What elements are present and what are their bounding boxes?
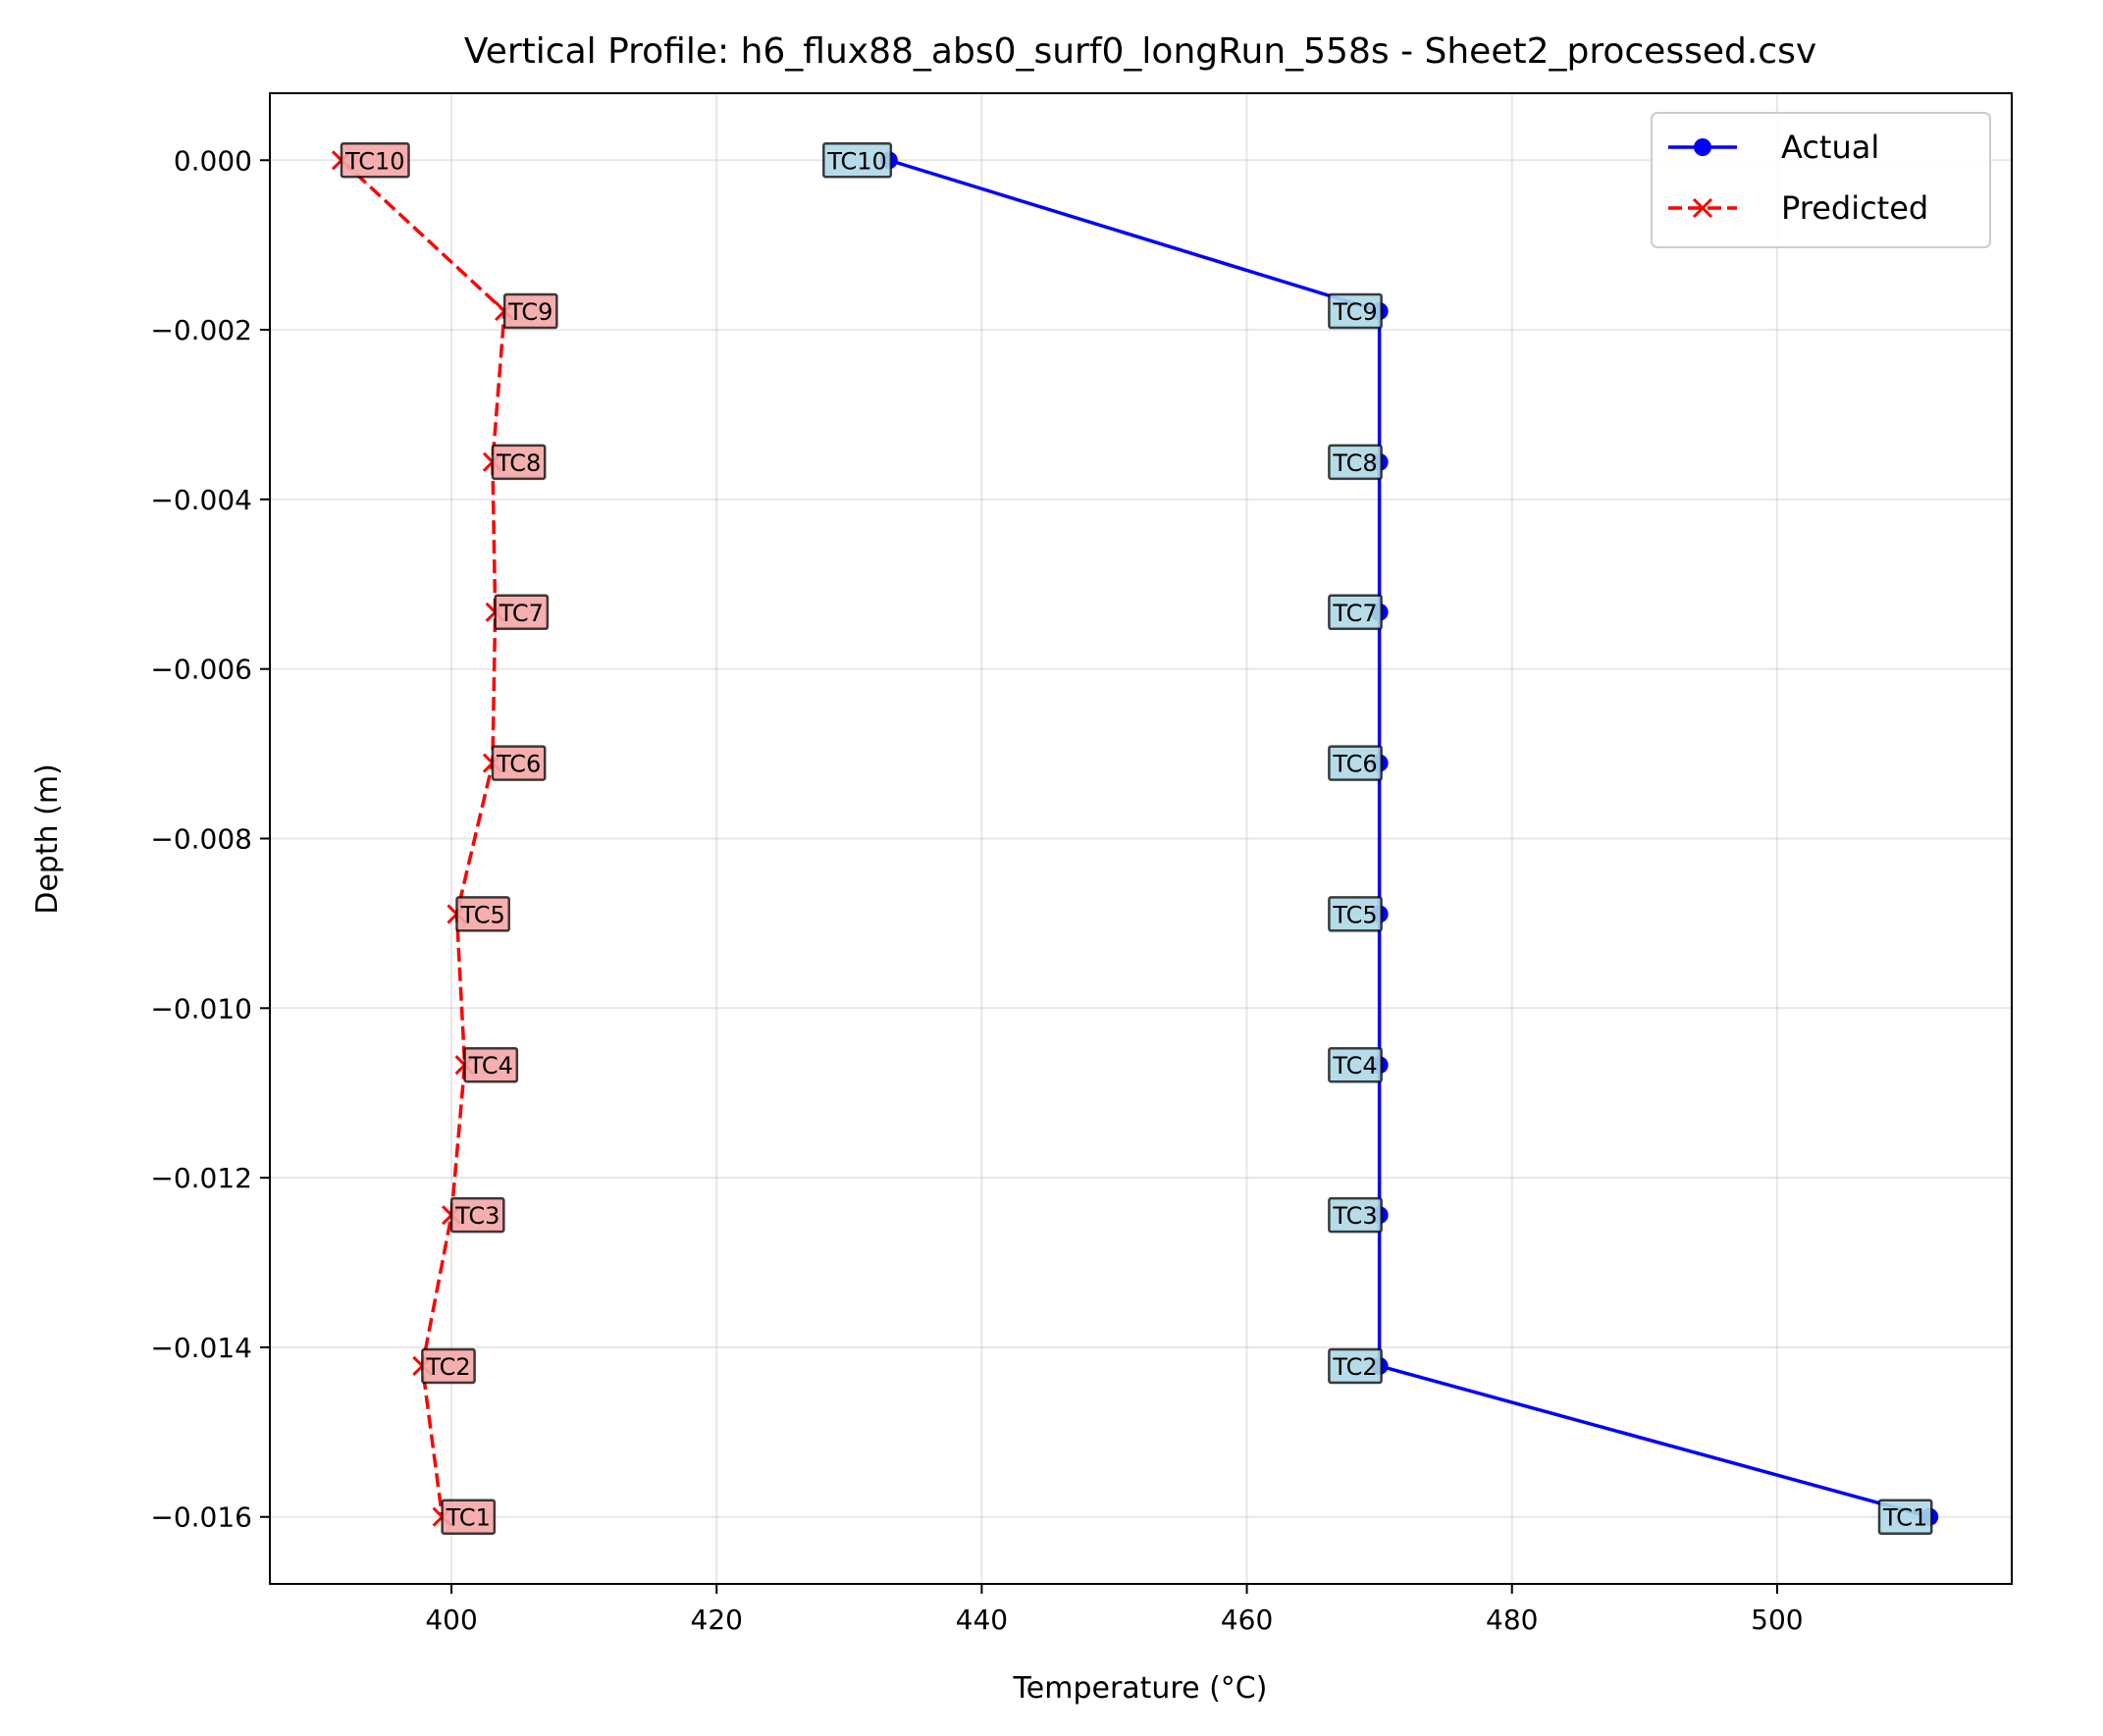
point-label-box [491,444,547,481]
point-label-text: TC1 [1882,1504,1927,1532]
series-actual-point-label: TC3 [1328,1196,1383,1234]
point-label-box [1328,1347,1383,1385]
point-label-text: TC8 [496,449,541,477]
point-label-box [340,142,410,179]
point-label-box [421,1347,476,1385]
y-tick-label: −0.010 [150,992,252,1025]
point-label-text: TC9 [1332,298,1377,326]
series-actual-point-label: TC8 [1328,444,1383,481]
y-tick-label: −0.002 [150,314,252,346]
point-label-box [502,292,558,330]
point-label-box [455,896,510,932]
point-label-text: TC10 [826,147,887,175]
point-label-box [449,1196,505,1234]
point-label-box [491,745,547,781]
y-tick-label: −0.004 [150,484,252,516]
point-label-text: TC2 [425,1353,470,1381]
series-predicted-point-label: TC2 [421,1347,476,1385]
point-label-text: TC1 [446,1504,491,1532]
y-tick-label: −0.006 [150,654,252,686]
y-tick-label: −0.016 [150,1501,252,1534]
series-actual-point-label: TC5 [1328,896,1383,932]
point-label-text: TC6 [1332,751,1377,778]
point-label-text: TC3 [454,1202,499,1230]
series-actual-point-label: TC2 [1328,1347,1383,1385]
series-predicted-point-label: TC9 [502,292,558,330]
series-predicted-point-label: TC10 [340,142,410,179]
series-predicted-point-label: TC1 [441,1499,497,1535]
y-axis-ticks: 0.000 −0.002 −0.004 −0.006 −0.008 −0.010 −0.01… [150,144,270,1534]
point-label-box [441,1499,497,1535]
point-label-box [1877,1499,1933,1535]
series-predicted-point-label: TC8 [491,444,547,481]
x-axis-label: Temperature (°C) [1013,1671,1268,1706]
legend-predicted-marker [1692,197,1713,219]
legend-actual-label: Actual [1781,129,1879,166]
point-label-box [494,594,550,631]
x-tick-label: 460 [1221,1604,1273,1636]
point-labels-layer: TC10 TC9 TC8 TC7 TC6 TC5 TC4 TC3 TC2 TC1 TC10 TC9 TC… [340,142,1933,1535]
series-actual-point-label: TC10 [822,142,893,179]
series-actual-point-label: TC9 [1328,292,1383,330]
x-tick-label: 480 [1486,1604,1538,1636]
series-actual-point-label: TC1 [1877,1499,1933,1535]
point-label-text: TC7 [499,600,544,627]
point-label-box [1328,1046,1383,1083]
point-label-text: TC7 [1332,600,1377,627]
series-predicted-point-label: TC3 [449,1196,505,1234]
series-predicted-point-label: TC4 [463,1046,519,1083]
point-label-text: TC9 [507,298,552,326]
point-label-text: TC3 [1332,1202,1377,1230]
plot-area [270,93,2012,1584]
point-label-box [463,1046,519,1083]
y-tick-label: 0.000 [174,144,252,177]
point-label-text: TC8 [1332,449,1377,477]
legend: Actual Predicted [1651,112,1991,248]
legend-predicted-label: Predicted [1781,189,1928,227]
point-label-text: TC4 [1332,1052,1377,1079]
y-tick-label: −0.012 [150,1162,252,1194]
point-label-box [1328,896,1383,932]
series-predicted-point-label: TC6 [491,745,547,781]
point-label-box [822,142,893,179]
point-label-text: TC5 [459,901,504,928]
point-label-text: TC10 [344,147,405,175]
series-predicted-point-label: TC7 [494,594,550,631]
point-label-text: TC5 [1332,901,1377,928]
point-label-text: TC6 [496,751,541,778]
point-label-box [1328,444,1383,481]
series-predicted-line [340,158,506,1517]
x-tick-label: 500 [1751,1604,1803,1636]
point-label-box [1328,594,1383,631]
y-tick-label: −0.008 [150,823,252,856]
point-label-box [1328,1196,1383,1234]
series-actual-point-label: TC4 [1328,1046,1383,1083]
legend-actual-marker [1694,138,1711,156]
x-axis-ticks: 400 420 440 460 480 500 [425,1584,1804,1636]
point-label-text: TC4 [468,1052,513,1079]
x-tick-label: 440 [956,1604,1008,1636]
y-tick-label: −0.014 [150,1332,252,1364]
series-predicted-point-label: TC5 [455,896,510,932]
series-layer [331,150,1939,1527]
x-tick-label: 400 [425,1604,477,1636]
series-actual-point-label: TC7 [1328,594,1383,631]
y-axis-label: Depth (m) [30,763,65,915]
point-label-box [1328,745,1383,781]
x-tick-label: 420 [691,1604,743,1636]
series-actual-point-label: TC6 [1328,745,1383,781]
series-actual-line [888,158,1930,1519]
chart-title: Vertical Profile: h6_flux88_abs0_surf0_l… [464,31,1816,72]
point-label-box [1328,292,1383,330]
point-label-text: TC2 [1332,1353,1377,1381]
